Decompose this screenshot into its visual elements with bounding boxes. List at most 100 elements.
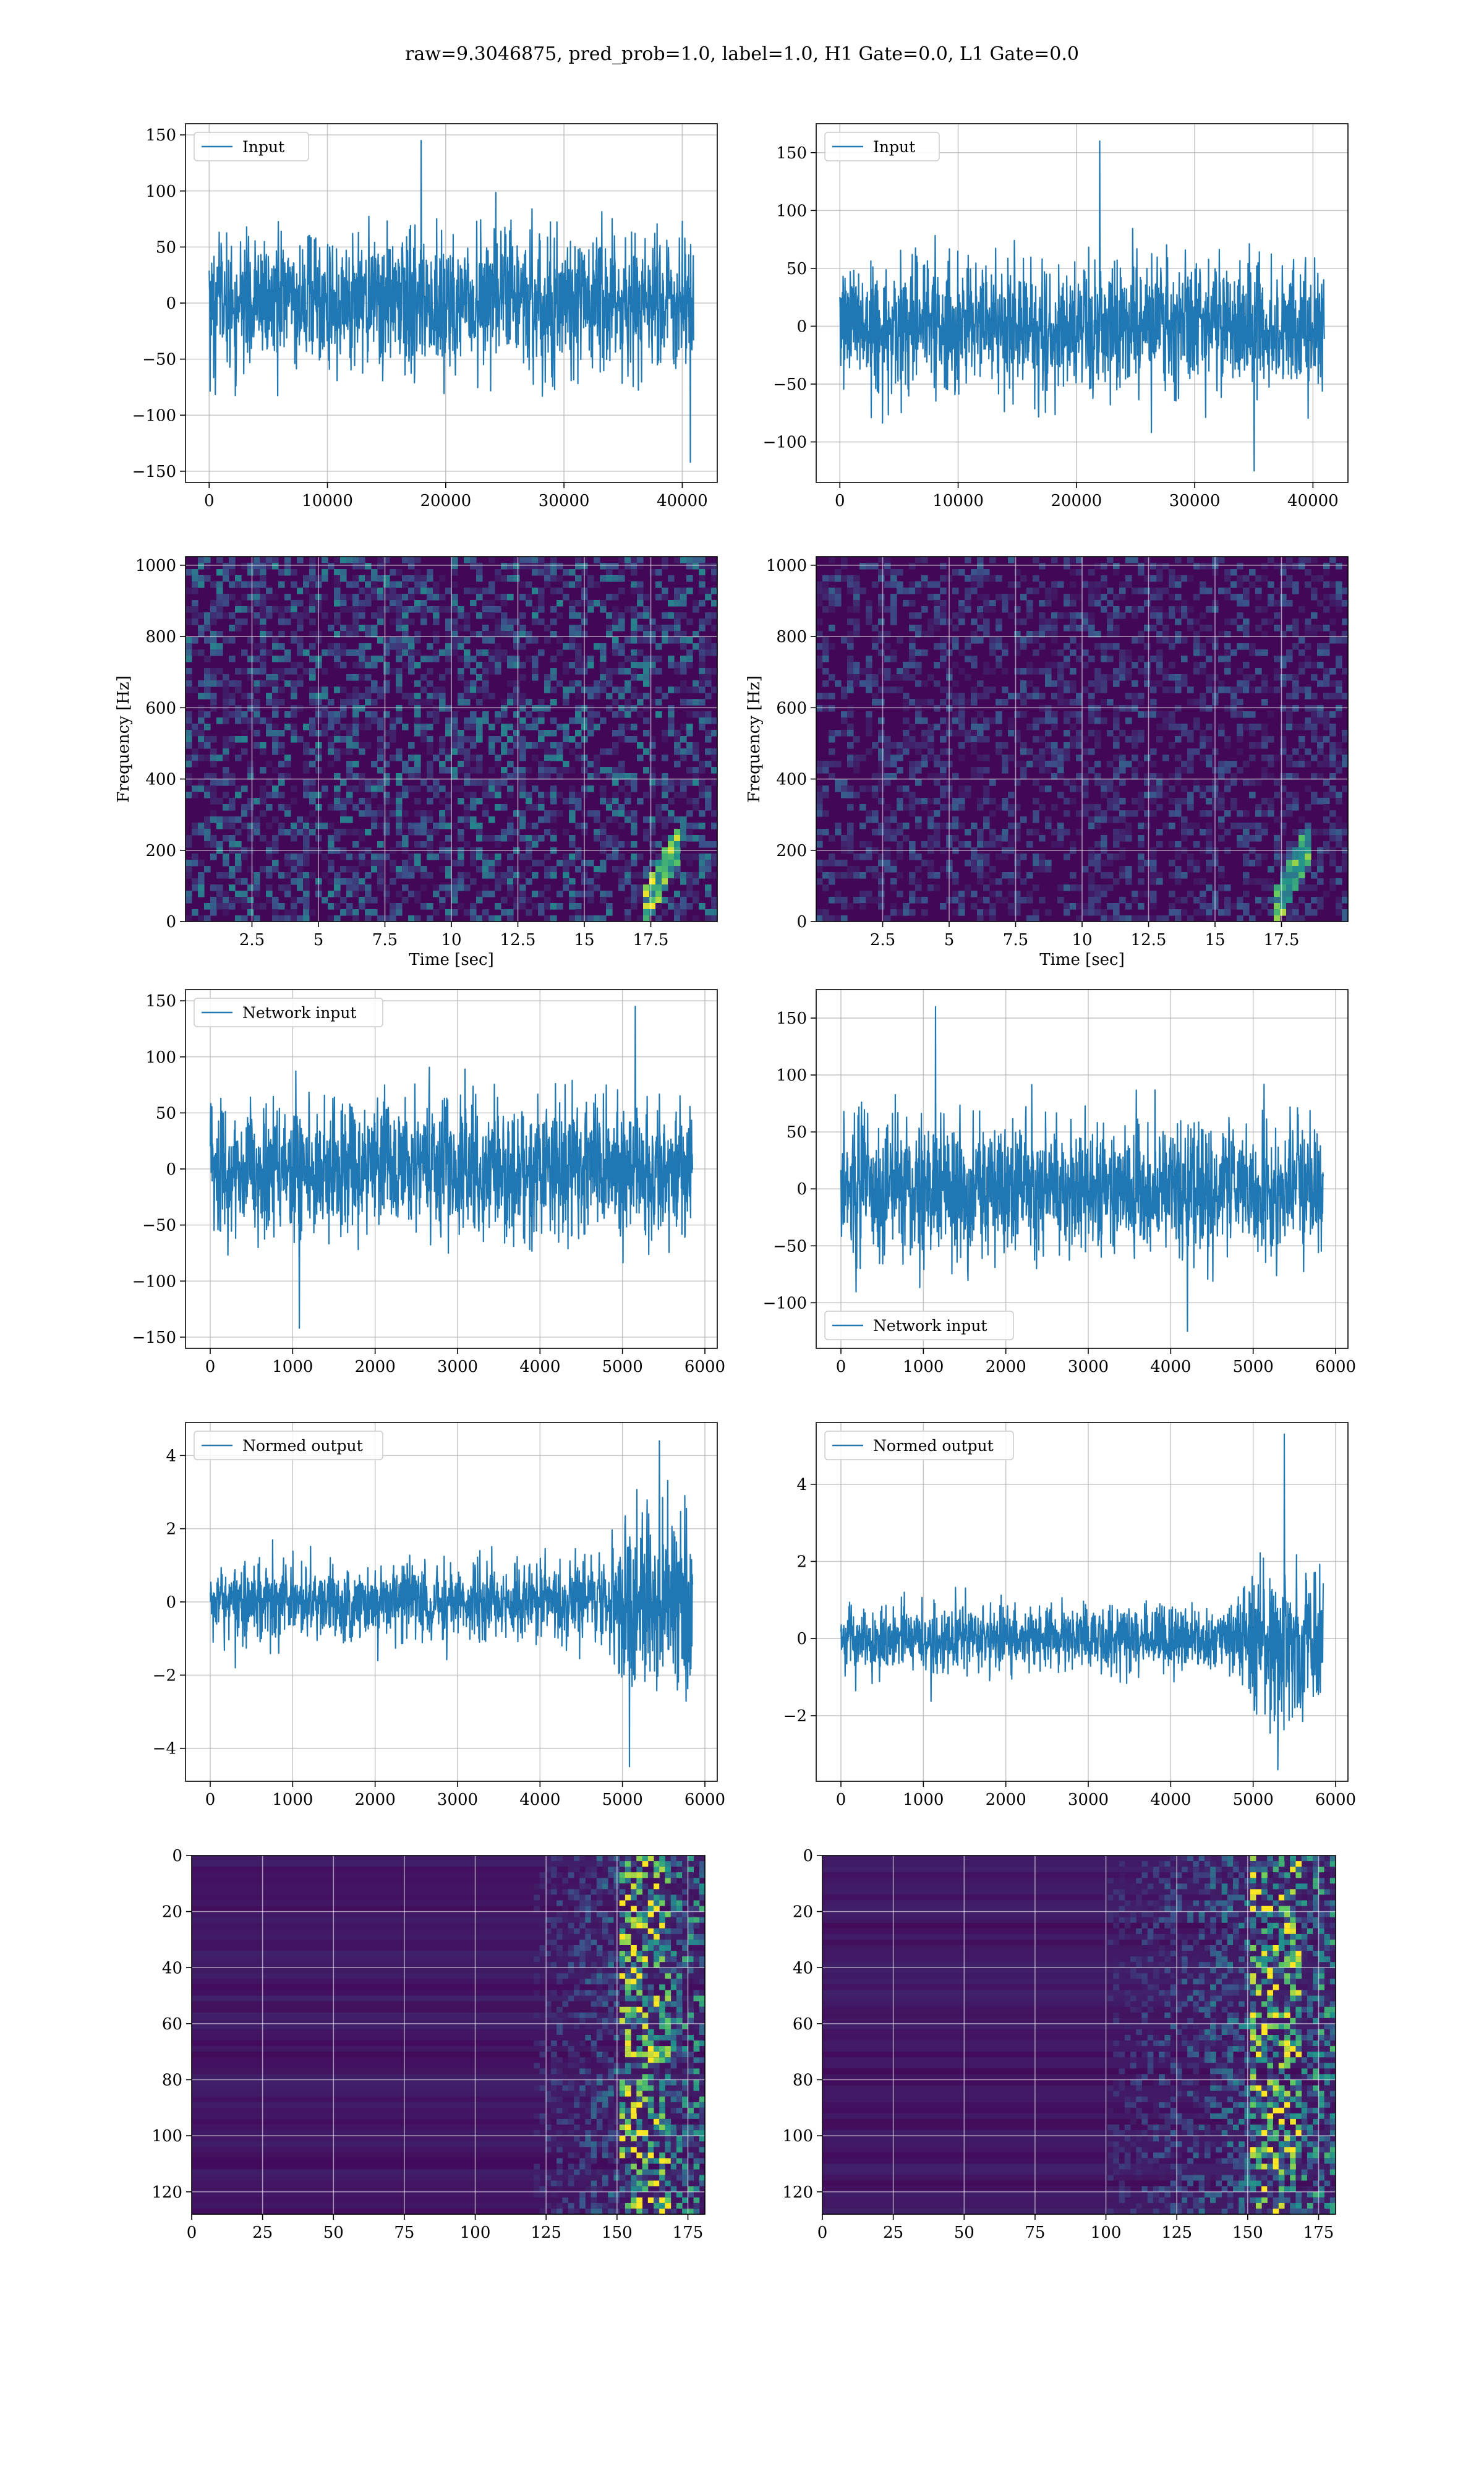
l1-normed-output-ytick-label: 2: [796, 1553, 807, 1572]
l1-feature-map-xtick-label: 175: [1303, 2224, 1334, 2242]
l1-feature-map-xtick-label: 0: [817, 2224, 828, 2242]
l1-feature-map-ytick-label: 100: [782, 2127, 813, 2146]
l1-spectrogram-ytick-label: 400: [776, 771, 807, 789]
h1-normed-output-xtick-label: 2000: [355, 1791, 396, 1809]
h1-input-legend-label: Input: [242, 138, 284, 156]
l1-input-xtick-label: 30000: [1169, 492, 1221, 510]
l1-feature-map-xtick-label: 100: [1091, 2224, 1122, 2242]
l1-spectrogram-xtick-label: 10: [1072, 931, 1092, 949]
h1-normed-output-ytick-label: 2: [166, 1520, 176, 1539]
l1-feature-map-frame: [822, 1855, 1336, 2215]
h1-network-input-ytick-label: −100: [132, 1272, 176, 1291]
h1-input-ytick-label: 50: [156, 238, 176, 257]
h1-normed-output-legend: Normed output: [194, 1431, 383, 1460]
l1-input-ytick-label: 100: [776, 202, 807, 220]
h1-normed-output-ytick-label: 4: [166, 1447, 176, 1465]
h1-spectrogram-ytick-label: 1000: [135, 557, 176, 575]
l1-network-input-ytick-label: −50: [773, 1237, 807, 1256]
l1-normed-output-ytick-label: −2: [783, 1707, 807, 1726]
l1-input-ytick-label: −100: [763, 434, 807, 452]
h1-spectrogram-xtick-label: 10: [441, 931, 461, 949]
h1-feature-map-ytick-label: 20: [162, 1903, 182, 1922]
l1-spectrogram-xtick-label: 7.5: [1003, 931, 1028, 949]
h1-network-input-series-line: [209, 1006, 694, 1329]
h1-network-input-xtick-label: 4000: [519, 1358, 560, 1376]
l1-normed-output-xtick-label: 0: [836, 1791, 846, 1809]
l1-spectrogram-grid: [816, 557, 1348, 922]
h1-normed-output-ytick-label: −2: [153, 1666, 176, 1685]
h1-normed-output-xtick-label: 5000: [602, 1791, 643, 1809]
l1-input-xtick-label: 40000: [1287, 492, 1339, 510]
h1-normed-output-xtick-label: 6000: [684, 1791, 725, 1809]
l1-network-input-xtick-label: 2000: [986, 1358, 1026, 1376]
h1-normed-output-plot: 0 1000 2000 3000 4000 5000 6000 −4 −2 0 2 4 Normed o…: [153, 1422, 725, 1809]
h1-network-input-ytick-label: 150: [145, 992, 176, 1011]
l1-feature-map-ytick-label: 20: [793, 1903, 813, 1922]
h1-network-input-xtick-label: 5000: [602, 1358, 643, 1376]
h1-normed-output-xtick-label: 1000: [272, 1791, 313, 1809]
h1-feature-map-xtick-label: 175: [673, 2224, 704, 2242]
l1-normed-output-legend-label: Normed output: [873, 1437, 994, 1455]
h1-feature-map-ytick-label: 40: [162, 1959, 182, 1977]
l1-feature-map-grid: [822, 1855, 1336, 2214]
l1-spectrogram-plot: 2.5 5 7.5 10 12.5 15 17.5 0 200 400 600 800 1000 Time…: [745, 556, 1349, 969]
l1-spectrogram-xlabel: Time [sec]: [1039, 951, 1125, 969]
l1-normed-output-xtick-label: 4000: [1150, 1791, 1191, 1809]
h1-input-xtick-label: 10000: [302, 492, 353, 510]
l1-input-xtick-label: 10000: [932, 492, 984, 510]
h1-feature-map-xtick-label: 0: [187, 2224, 197, 2242]
h1-spectrogram-ytick-label: 0: [166, 913, 176, 931]
l1-network-input-legend: Network input: [824, 1311, 1014, 1340]
h1-network-input-ytick-label: 50: [156, 1104, 176, 1123]
h1-feature-map-ytick-label: 80: [162, 2071, 182, 2090]
l1-normed-output-series-line: [840, 1433, 1324, 1771]
l1-spectrogram-xtick-label: 15: [1205, 931, 1225, 949]
l1-feature-map-ytick-label: 40: [793, 1959, 813, 1977]
l1-spectrogram-ytick-label: 200: [776, 842, 807, 860]
l1-network-input-xtick-label: 0: [836, 1358, 846, 1376]
h1-spectrogram-xtick-label: 2.5: [239, 931, 265, 949]
figure-title: raw=9.3046875, pred_prob=1.0, label=1.0,…: [405, 43, 1079, 65]
h1-network-input-xtick-label: 0: [205, 1358, 216, 1376]
h1-input-ytick-label: 0: [166, 294, 176, 313]
l1-normed-output-plot: 0 1000 2000 3000 4000 5000 6000 −2 0 2 4 Normed out…: [783, 1422, 1356, 1809]
l1-network-input-xtick-label: 4000: [1150, 1358, 1191, 1376]
l1-feature-map-xtick-label: 75: [1025, 2224, 1045, 2242]
h1-input-ytick-label: −50: [142, 351, 176, 369]
h1-spectrogram-ytick-label: 200: [145, 842, 176, 860]
h1-feature-map-ytick-label: 100: [151, 2127, 182, 2146]
l1-spectrogram-ytick-label: 1000: [766, 557, 807, 575]
l1-normed-output-xtick-label: 1000: [903, 1791, 944, 1809]
l1-network-input-series-line: [840, 1006, 1324, 1332]
h1-feature-map-xtick-label: 150: [602, 2224, 633, 2242]
l1-network-input-xtick-label: 6000: [1315, 1358, 1356, 1376]
h1-network-input-legend-label: Network input: [242, 1004, 356, 1022]
h1-feature-map-ytick-label: 60: [162, 2015, 182, 2034]
h1-normed-output-xtick-label: 0: [205, 1791, 216, 1809]
l1-input-legend: Input: [824, 132, 940, 161]
l1-spectrogram-ytick-label: 0: [796, 913, 807, 931]
h1-spectrogram-xtick-label: 12.5: [500, 931, 536, 949]
h1-spectrogram-ytick-label: 400: [145, 771, 176, 789]
h1-normed-output-xtick-label: 4000: [519, 1791, 560, 1809]
h1-network-input-xtick-label: 6000: [684, 1358, 725, 1376]
l1-input-xtick-label: 20000: [1051, 492, 1102, 510]
h1-feature-map-cells: [192, 1856, 706, 2215]
l1-network-input-legend-label: Network input: [873, 1317, 987, 1335]
h1-network-input-ytick-label: 100: [145, 1048, 176, 1067]
h1-feature-map-xtick-label: 50: [323, 2224, 344, 2242]
l1-feature-map-xtick-label: 125: [1161, 2224, 1192, 2242]
h1-feature-map-plot: 0 25 50 75 100 125 150 175 0 20 40 60 80 100 120: [151, 1849, 706, 2242]
l1-input-frame: [816, 123, 1349, 483]
l1-normed-output-ytick-label: 0: [796, 1630, 807, 1648]
l1-feature-map-ytick-label: 60: [793, 2015, 813, 2034]
l1-normed-output-xtick-label: 5000: [1233, 1791, 1274, 1809]
l1-normed-output-legend: Normed output: [824, 1431, 1014, 1460]
l1-network-input-ytick-label: 150: [776, 1009, 807, 1028]
l1-network-input-xtick-label: 3000: [1068, 1358, 1109, 1376]
l1-feature-map-xtick-label: 25: [883, 2224, 903, 2242]
h1-input-ytick-label: 100: [145, 182, 176, 201]
l1-network-input-ytick-label: 0: [796, 1180, 807, 1199]
h1-input-plot: 0 10000 20000 30000 40000 −150 −100 −50 0 50 100 15…: [132, 123, 718, 510]
l1-network-input-xtick-label: 1000: [903, 1358, 944, 1376]
